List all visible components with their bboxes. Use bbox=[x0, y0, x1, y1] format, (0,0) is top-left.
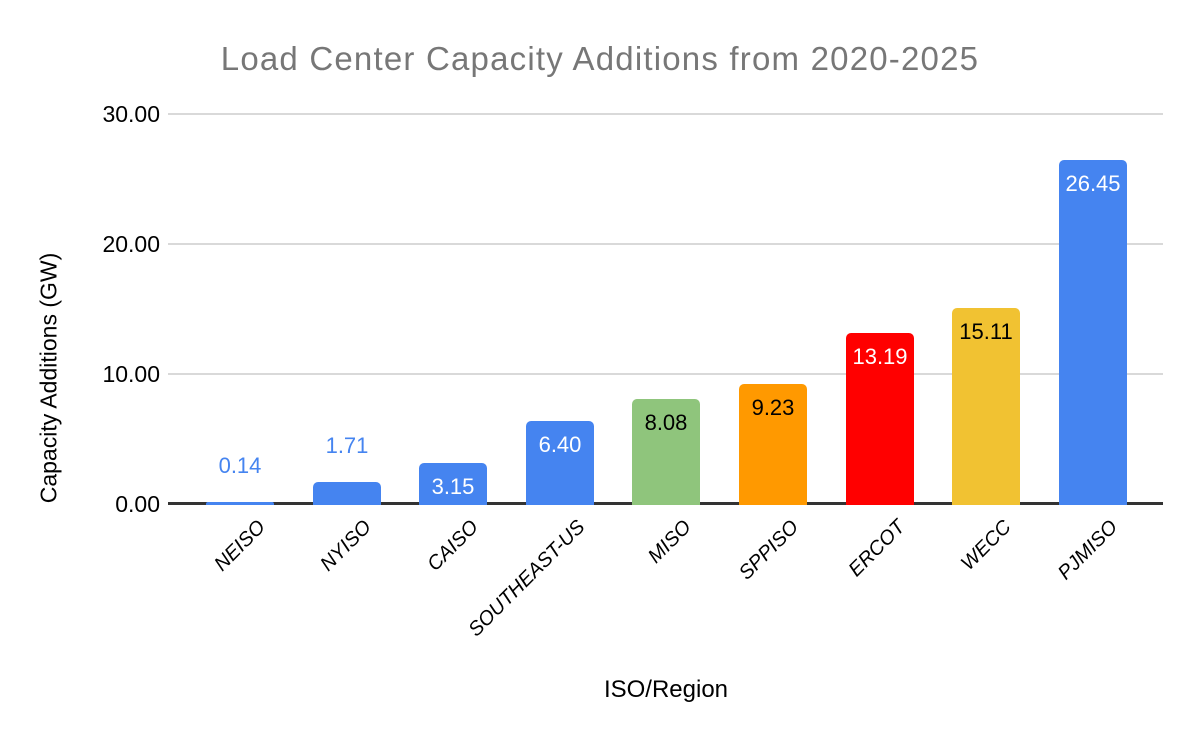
x-category-label-NYISO: NYISO bbox=[316, 516, 377, 576]
data-label-PJMISO: 26.45 bbox=[1065, 171, 1121, 196]
bar-ERCOT[interactable] bbox=[846, 333, 914, 505]
data-label-ERCOT: 13.19 bbox=[852, 344, 908, 369]
data-label-NYISO: 1.71 bbox=[325, 433, 369, 458]
y-tick-label-30.00: 30.00 bbox=[102, 101, 160, 127]
gridline-10.00 bbox=[168, 373, 1163, 375]
bar-NYISO[interactable] bbox=[313, 482, 381, 505]
gridline-30.00 bbox=[168, 113, 1163, 115]
x-category-label-MISO: MISO bbox=[644, 516, 696, 568]
bar-SOUTHEAST-US[interactable] bbox=[526, 421, 594, 505]
bar-MISO[interactable] bbox=[632, 399, 700, 505]
bar-SPPISO[interactable] bbox=[739, 384, 807, 505]
x-axis-title: ISO/Region bbox=[603, 676, 729, 703]
x-category-label-SOUTHEAST-US: SOUTHEAST-US bbox=[464, 516, 590, 642]
gridline-20.00 bbox=[168, 243, 1163, 245]
data-label-NEISO: 0.14 bbox=[218, 453, 262, 478]
x-category-label-PJMISO: PJMISO bbox=[1054, 516, 1123, 585]
data-label-WECC: 15.11 bbox=[959, 319, 1013, 344]
bar-PJMISO[interactable] bbox=[1059, 160, 1127, 505]
data-label-MISO: 8.08 bbox=[644, 410, 688, 435]
y-tick-label-10.00: 10.00 bbox=[102, 361, 160, 387]
bar-CAISO[interactable] bbox=[419, 463, 487, 505]
x-category-label-ERCOT: ERCOT bbox=[844, 516, 910, 582]
data-label-CAISO: 3.15 bbox=[431, 474, 475, 499]
data-label-SPPISO: 9.23 bbox=[751, 395, 795, 420]
bar-NEISO[interactable] bbox=[206, 502, 274, 505]
y-tick-label-0.00: 0.00 bbox=[115, 491, 160, 517]
bar-WECC[interactable] bbox=[952, 308, 1020, 505]
x-category-label-CAISO: CAISO bbox=[423, 516, 483, 576]
data-label-SOUTHEAST-US: 6.40 bbox=[538, 432, 582, 457]
y-axis-title: Capacity Additions (GW) bbox=[35, 252, 62, 504]
y-tick-label-20.00: 20.00 bbox=[102, 231, 160, 257]
x-category-label-SPPISO: SPPISO bbox=[734, 516, 803, 585]
x-category-label-WECC: WECC bbox=[956, 516, 1016, 575]
chart-title: Load Center Capacity Additions from 2020… bbox=[220, 40, 980, 77]
x-category-label-NEISO: NEISO bbox=[209, 516, 270, 576]
plot-area: 0.14 1.71 3.15 6.40 8.08 9.23 13.19 15.11 26.45 bbox=[168, 113, 1163, 505]
